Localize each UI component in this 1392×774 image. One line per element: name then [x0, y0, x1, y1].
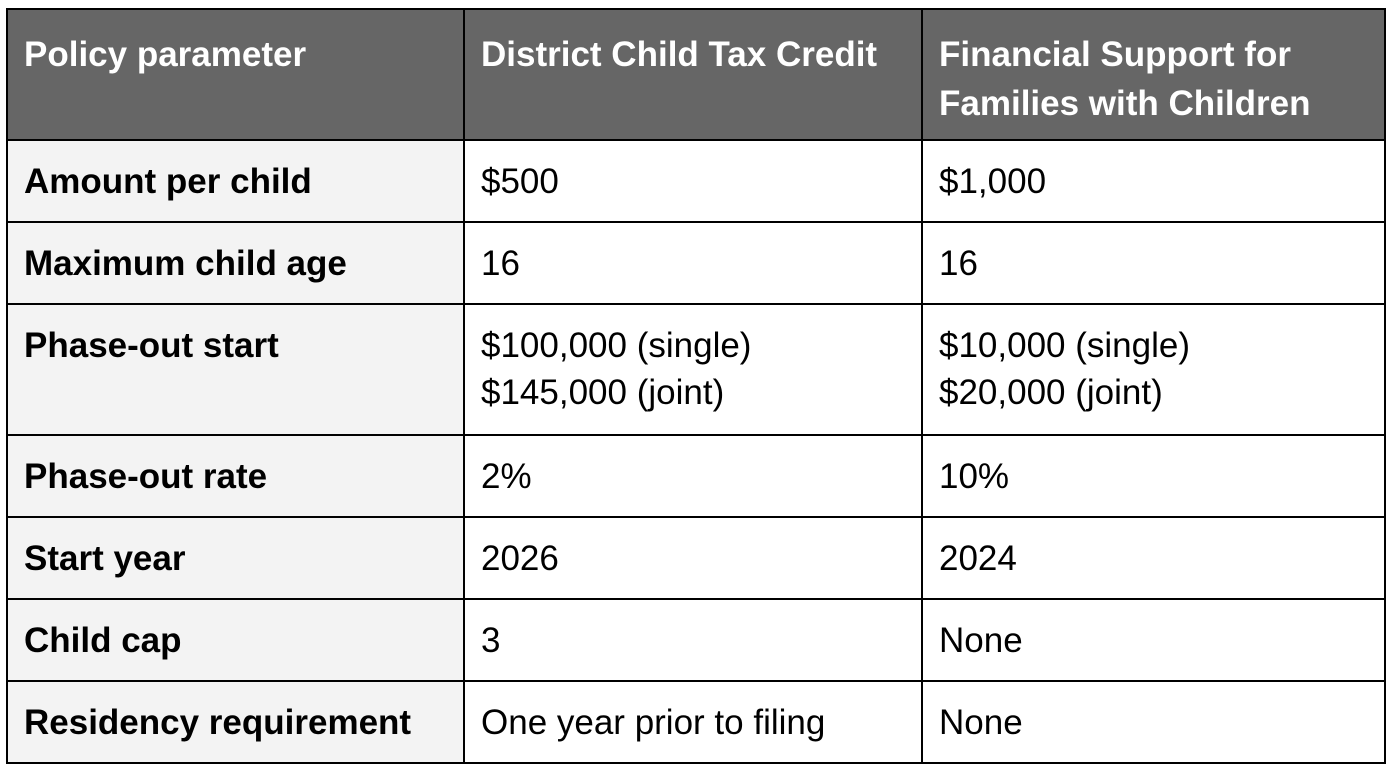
cell-value: 16 — [939, 244, 978, 283]
cell-value: $1,000 — [939, 162, 1047, 201]
table-row-phase-out-rate: Phase-out rate 2% 10% — [6, 434, 1386, 518]
cell-value-single: $100,000 (single) — [481, 326, 752, 365]
row-label: Phase-out start — [6, 303, 465, 436]
header-district-child-tax-credit: District Child Tax Credit — [463, 8, 923, 141]
dctc-cell: 3 — [463, 598, 923, 682]
row-label: Start year — [6, 516, 465, 600]
table-row-phase-out-start: Phase-out start $100,000 (single) $145,0… — [6, 303, 1386, 436]
table-row-maximum-child-age: Maximum child age 16 16 — [6, 221, 1386, 305]
header-financial-support-families: Financial Support for Families with Chil… — [921, 8, 1386, 141]
dctc-cell: $500 — [463, 139, 923, 223]
cell-value: 2026 — [481, 539, 559, 578]
cell-value: 3 — [481, 621, 501, 660]
cell-value-joint: $20,000 (joint) — [939, 373, 1163, 412]
row-label: Amount per child — [6, 139, 465, 223]
dctc-cell: 2026 — [463, 516, 923, 600]
cell-value: None — [939, 621, 1023, 660]
fsfc-cell: None — [921, 680, 1386, 764]
table-row-child-cap: Child cap 3 None — [6, 598, 1386, 682]
table-header: Policy parameter District Child Tax Cred… — [6, 8, 1386, 141]
dctc-cell: 16 — [463, 221, 923, 305]
fsfc-cell: $1,000 — [921, 139, 1386, 223]
cell-value-joint: $145,000 (joint) — [481, 373, 725, 412]
fsfc-cell: 2024 — [921, 516, 1386, 600]
row-label: Phase-out rate — [6, 434, 465, 518]
table-row-amount-per-child: Amount per child $500 $1,000 — [6, 139, 1386, 223]
fsfc-cell: None — [921, 598, 1386, 682]
cell-value: 16 — [481, 244, 520, 283]
dctc-cell: $100,000 (single) $145,000 (joint) — [463, 303, 923, 436]
fsfc-cell: $10,000 (single) $20,000 (joint) — [921, 303, 1386, 436]
fsfc-cell: 10% — [921, 434, 1386, 518]
header-policy-parameter: Policy parameter — [6, 8, 465, 141]
dctc-cell: 2% — [463, 434, 923, 518]
row-label: Child cap — [6, 598, 465, 682]
table-row-start-year: Start year 2026 2024 — [6, 516, 1386, 600]
table-row-residency-requirement: Residency requirement One year prior to … — [6, 680, 1386, 764]
fsfc-cell: 16 — [921, 221, 1386, 305]
policy-comparison-table: Policy parameter District Child Tax Cred… — [6, 8, 1386, 764]
table-body: Amount per child $500 $1,000 Maximum chi… — [6, 139, 1386, 764]
cell-value: $500 — [481, 162, 559, 201]
dctc-cell: One year prior to filing — [463, 680, 923, 764]
cell-value: One year prior to filing — [481, 703, 826, 742]
cell-value: 2024 — [939, 539, 1017, 578]
cell-value: 10% — [939, 457, 1010, 496]
header-row: Policy parameter District Child Tax Cred… — [6, 8, 1386, 141]
cell-value-single: $10,000 (single) — [939, 326, 1190, 365]
cell-value: None — [939, 703, 1023, 742]
cell-value: 2% — [481, 457, 532, 496]
row-label: Maximum child age — [6, 221, 465, 305]
row-label: Residency requirement — [6, 680, 465, 764]
